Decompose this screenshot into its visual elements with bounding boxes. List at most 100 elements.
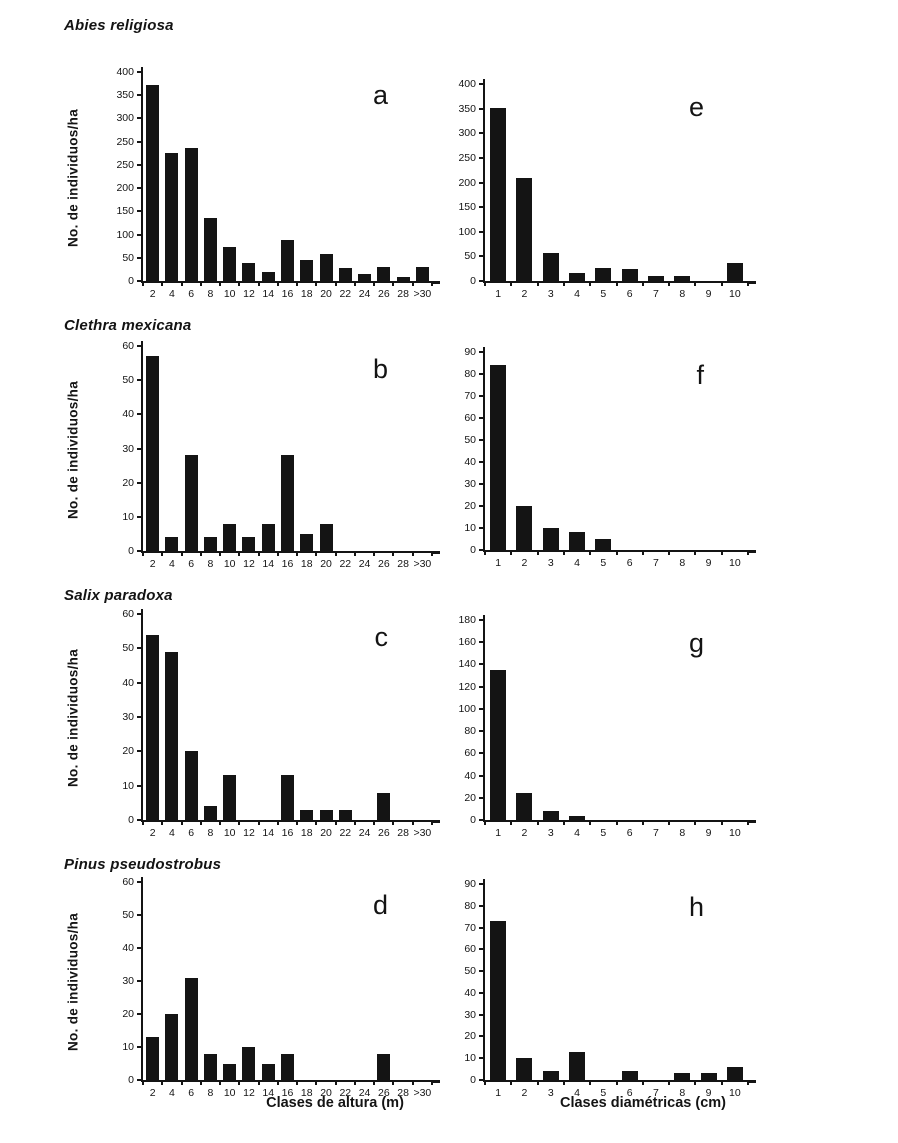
x-tick-label: 7 — [653, 1087, 659, 1099]
x-tick-mark — [668, 1080, 671, 1085]
x-axis-title-height: Clases de altura (m) — [266, 1095, 404, 1111]
y-tick-label: 350 — [458, 102, 476, 115]
x-tick-label: 20 — [320, 1087, 332, 1099]
x-tick-mark — [694, 281, 697, 286]
x-tick-mark — [296, 551, 299, 556]
y-tick-mark — [479, 107, 485, 110]
x-tick-label: 18 — [300, 827, 313, 839]
y-tick-mark — [137, 447, 143, 450]
y-tick-mark — [479, 527, 485, 530]
y-tick-mark — [479, 752, 485, 755]
x-tick-label: 4 — [168, 827, 175, 839]
x-tick-label: 8 — [679, 1087, 686, 1099]
bar — [203, 1053, 217, 1080]
x-tick-mark — [484, 281, 486, 286]
x-tick-mark — [720, 550, 723, 555]
bar — [415, 267, 429, 281]
x-tick-label: 22 — [339, 1087, 352, 1099]
x-tick-label: 9 — [705, 1087, 712, 1099]
y-tick-label: 80 — [464, 725, 476, 738]
y-axis-cap — [482, 615, 485, 620]
bar — [319, 523, 333, 551]
y-tick-mark — [137, 481, 143, 484]
panel-letter-d: d — [372, 890, 388, 920]
x-tick-mark — [219, 1080, 222, 1085]
x-tick-label: 14 — [262, 288, 275, 300]
x-tick-mark — [161, 820, 164, 825]
y-tick-mark — [479, 1013, 485, 1016]
bar — [595, 539, 612, 550]
x-tick-mark — [276, 820, 279, 825]
x-tick-mark — [562, 550, 565, 555]
x-axis-overhang — [748, 281, 756, 284]
bar — [146, 356, 160, 551]
y-tick-label: 350 — [116, 89, 134, 102]
bar — [726, 262, 743, 281]
bar — [542, 811, 559, 820]
y-tick-label: 250 — [116, 135, 134, 148]
x-tick-label: 3 — [547, 557, 554, 569]
x-tick-mark — [484, 1080, 486, 1085]
y-tick-mark — [479, 1057, 485, 1060]
x-tick-label: 14 — [262, 1087, 275, 1099]
y-tick-mark — [479, 351, 485, 353]
y-tick-label: 50 — [464, 250, 476, 263]
x-tick-label: 14 — [262, 558, 275, 570]
x-tick-mark — [431, 820, 433, 825]
y-tick-mark — [137, 1079, 143, 1081]
plot-area: 0 10 20 30 40 50 60 2 4 6 8 10 12 14 16 18 20 22 24 26 28 >30 — [122, 340, 440, 570]
bar — [569, 1051, 586, 1080]
x-tick-mark — [257, 551, 260, 556]
x-tick-label: >30 — [413, 288, 432, 300]
bar — [621, 268, 638, 281]
bar — [569, 272, 586, 281]
x-tick-mark — [747, 1080, 749, 1085]
y-axis-cap — [140, 877, 143, 882]
y-tick-label: 80 — [464, 899, 476, 912]
x-axis-overhang — [748, 550, 756, 553]
y-tick-mark — [479, 948, 485, 951]
y-tick-mark — [479, 819, 485, 821]
x-tick-mark — [180, 281, 183, 286]
x-tick-label: 12 — [243, 558, 255, 570]
bar — [490, 921, 507, 1080]
x-tick-label: 22 — [339, 288, 352, 300]
x-tick-label: 8 — [679, 288, 686, 300]
x-tick-label: 4 — [574, 827, 580, 839]
x-tick-label: 16 — [281, 827, 294, 839]
y-tick-mark — [137, 210, 143, 213]
y-tick-label: 300 — [116, 112, 134, 125]
x-tick-label: 1 — [495, 827, 502, 839]
y-tick-label: 0 — [470, 1074, 476, 1086]
x-axis-overhang — [432, 281, 440, 284]
x-tick-mark — [238, 1080, 241, 1085]
x-tick-label: 6 — [188, 827, 195, 839]
y-tick-mark — [479, 206, 485, 209]
x-tick-label: 4 — [168, 558, 175, 570]
bar — [146, 1037, 160, 1080]
y-tick-label: 250 — [116, 158, 134, 171]
x-tick-mark — [296, 281, 299, 286]
x-tick-mark — [373, 820, 376, 825]
y-tick-mark — [479, 730, 485, 733]
plot-area: 0 10 20 30 40 50 60 2 4 6 8 10 12 14 16 18 20 22 24 26 28 >30 — [122, 608, 440, 839]
x-tick-label: 22 — [339, 558, 352, 570]
y-tick-label: 10 — [122, 779, 134, 792]
bar — [542, 1071, 559, 1080]
y-tick-mark — [137, 980, 143, 982]
x-tick-mark — [510, 281, 513, 286]
bar — [490, 107, 507, 281]
bar — [242, 537, 256, 551]
x-tick-mark — [373, 1080, 376, 1085]
x-tick-mark — [484, 820, 486, 825]
plot-area: 0 50 100 150 200 250 300 350 400 1 2 3 4 5 6 7 8 9 10 — [458, 78, 756, 300]
y-tick-mark — [137, 613, 143, 615]
bar — [165, 1014, 179, 1080]
bar — [595, 267, 612, 281]
bar — [203, 537, 217, 551]
plot-area: 0 10 20 30 40 50 60 70 80 90 1 2 3 4 5 6 7 8 9 10 — [464, 346, 756, 569]
x-tick-mark — [257, 1080, 260, 1085]
x-tick-mark — [431, 551, 433, 556]
y-tick-label: 30 — [122, 711, 134, 723]
x-tick-label: 2 — [521, 557, 528, 569]
